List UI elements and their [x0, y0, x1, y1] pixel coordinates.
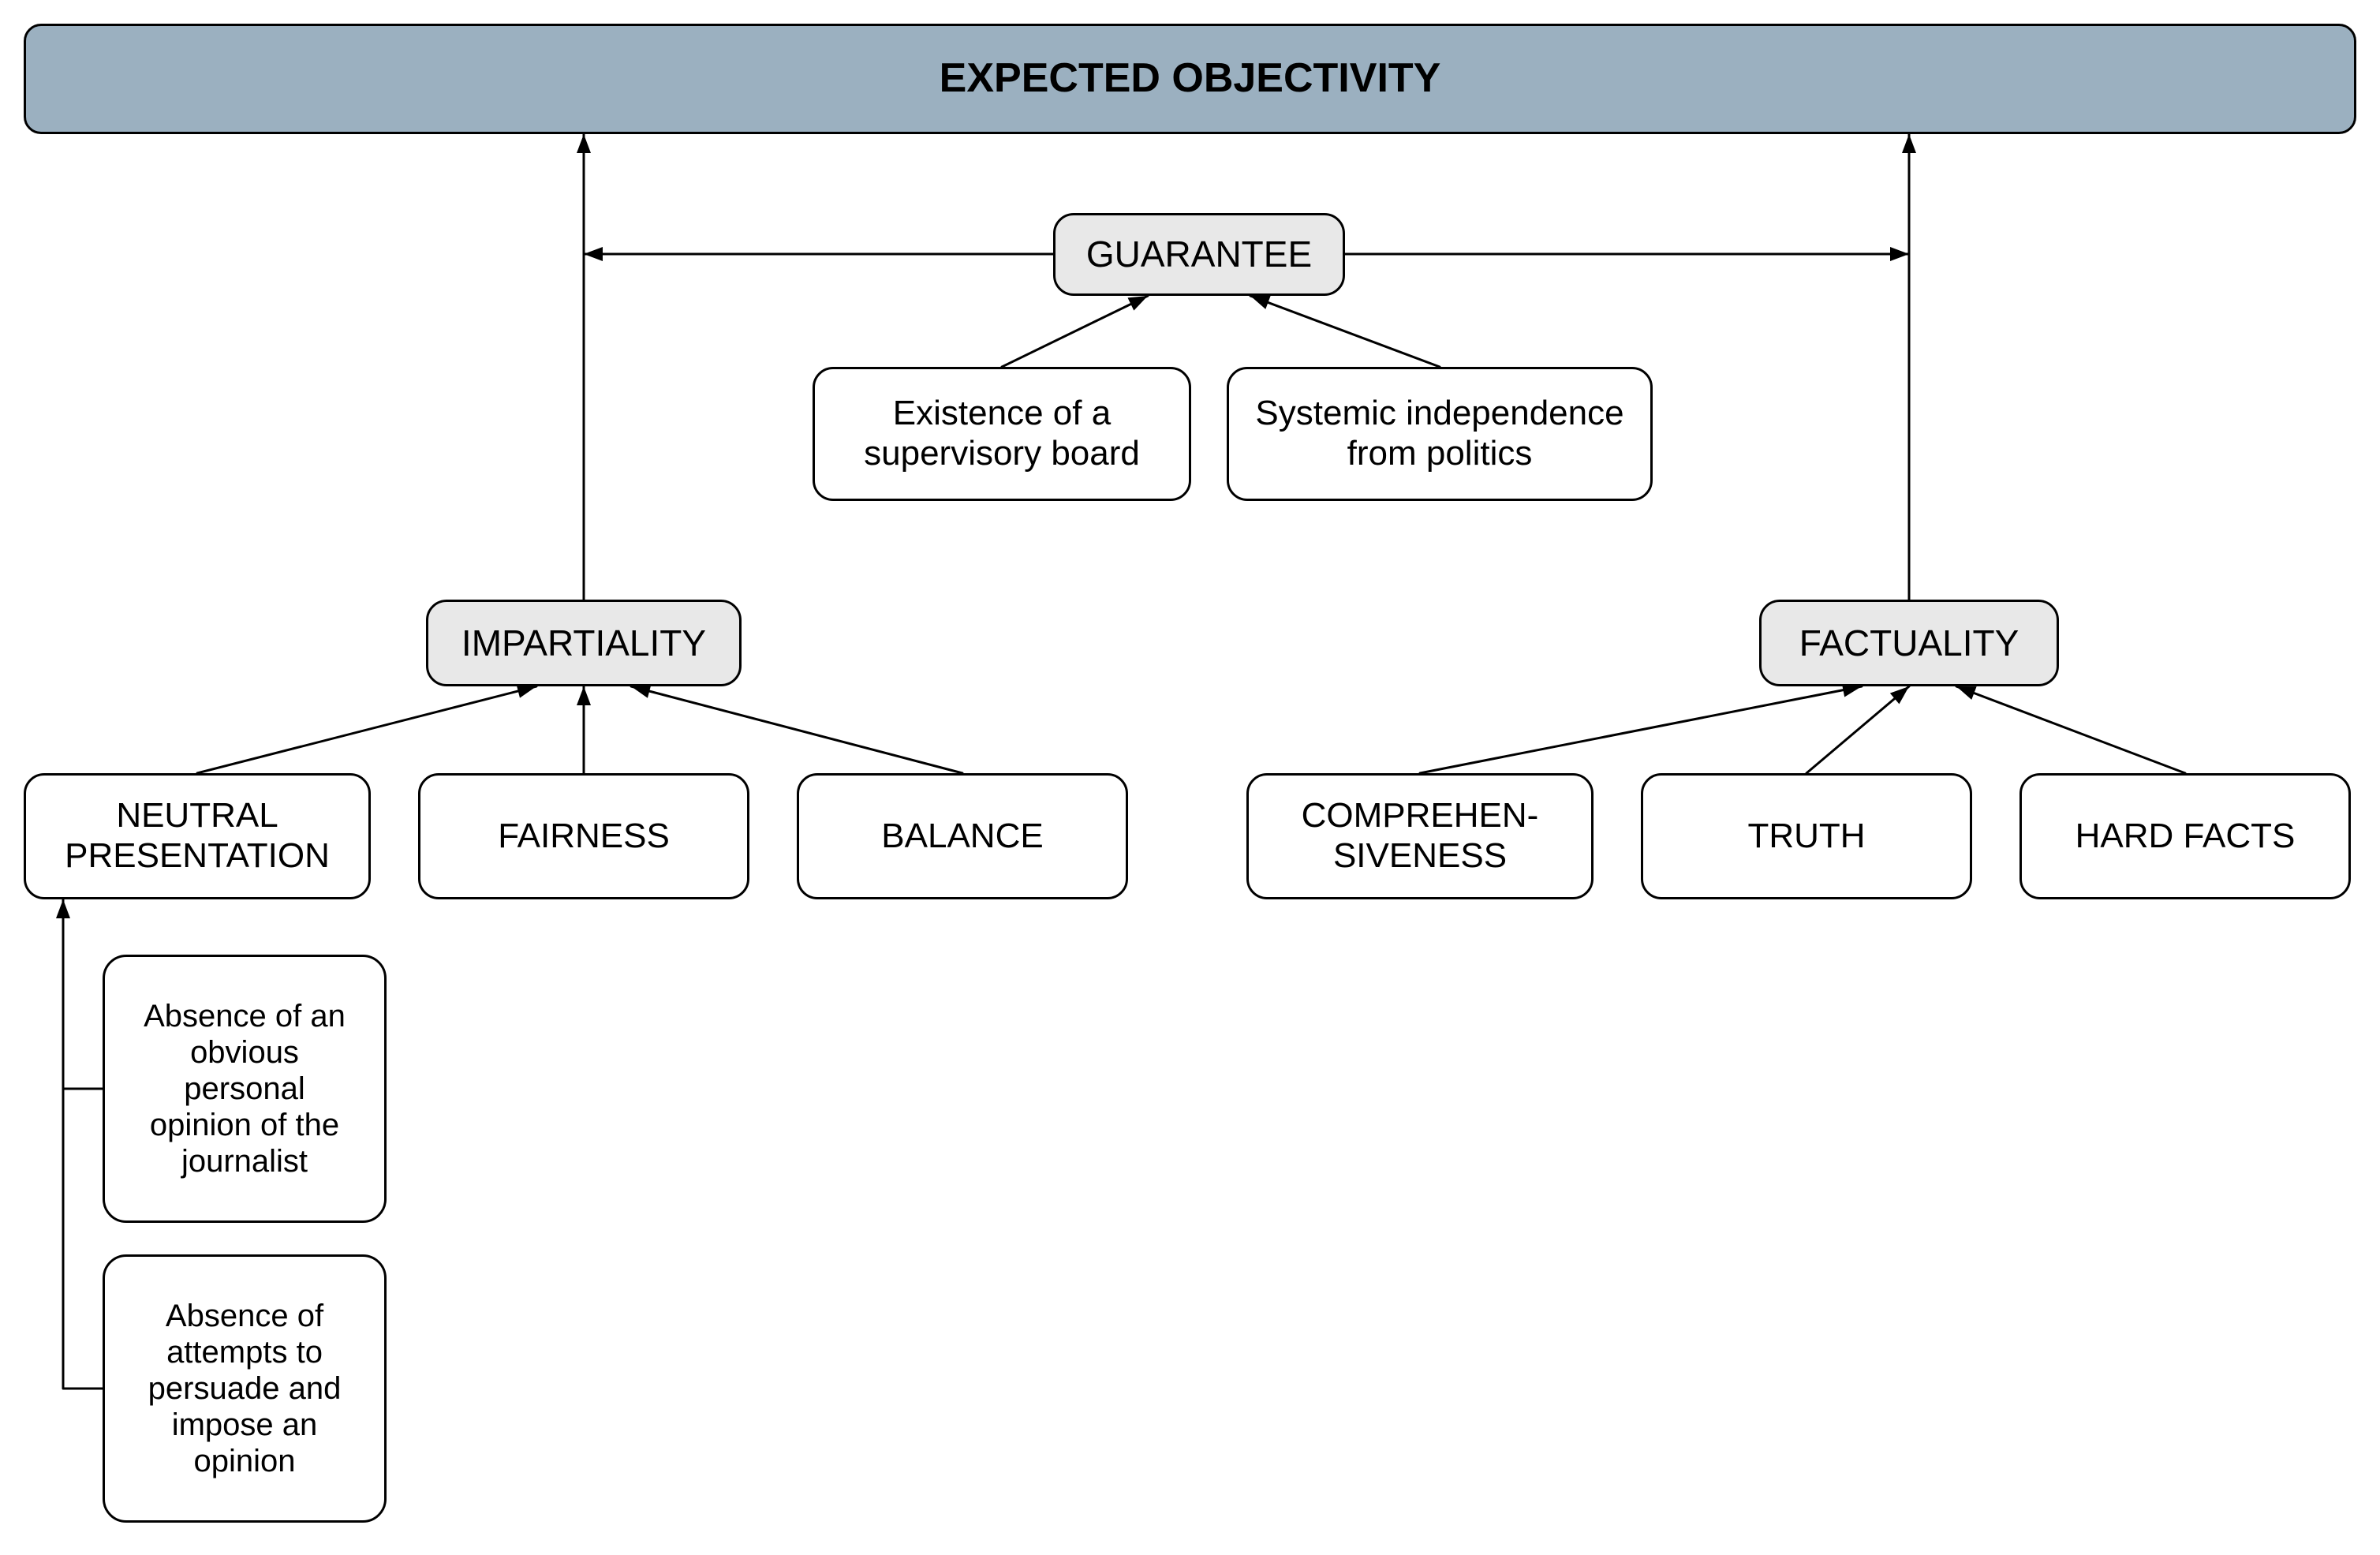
edge-balance_top-impartiality_botR — [631, 686, 962, 773]
node-guarantee: GUARANTEE — [1053, 213, 1345, 296]
arrowhead-icon — [584, 247, 603, 261]
node-impartiality: IMPARTIALITY — [426, 600, 742, 686]
arrowhead-icon — [577, 134, 591, 153]
edge-truth_top-factuality_botM — [1806, 686, 1909, 773]
node-factuality: FACTUALITY — [1759, 600, 2059, 686]
edge-neutral_bottom_bracket2-absence2 — [63, 1089, 103, 1389]
node-sysind: Systemic independence from politics — [1227, 367, 1653, 501]
node-balance: BALANCE — [797, 773, 1128, 899]
node-absence1: Absence of an obvious personal opinion o… — [103, 955, 387, 1223]
edge-neutral_bottom_bracket-absence1 — [63, 899, 103, 1089]
edge-neutral_top-impartiality_botL — [197, 686, 536, 773]
arrowhead-icon — [577, 686, 591, 705]
node-neutral: NEUTRAL PRESENTATION — [24, 773, 371, 899]
arrowhead-icon — [1890, 686, 1909, 704]
node-comprehen: COMPREHEN- SIVENESS — [1246, 773, 1594, 899]
diagram-stage: EXPECTED OBJECTIVITY GUARANTEE Existence o… — [0, 0, 2380, 1555]
node-truth: TRUTH — [1641, 773, 1972, 899]
arrowhead-icon — [1890, 247, 1909, 261]
arrowhead-icon — [1956, 686, 1977, 700]
arrowhead-icon — [1127, 296, 1148, 311]
edge-sysind_top-guarantee_bottomR — [1250, 296, 1440, 367]
edge-comprehen_top-factuality_botL — [1420, 686, 1862, 773]
node-hardfacts: HARD FACTS — [2019, 773, 2351, 899]
node-supboard: Existence of a supervisory board — [813, 367, 1191, 501]
arrowhead-icon — [1250, 296, 1271, 309]
edge-hardfacts_top-factuality_botR — [1956, 686, 2185, 773]
arrowhead-icon — [56, 899, 70, 918]
node-banner: EXPECTED OBJECTIVITY — [24, 24, 2356, 134]
arrowhead-icon — [1902, 134, 1916, 153]
node-absence2: Absence of attempts to persuade and impo… — [103, 1254, 387, 1523]
edge-supboard_top-guarantee_bottomL — [1002, 296, 1148, 367]
node-fairness: FAIRNESS — [418, 773, 749, 899]
